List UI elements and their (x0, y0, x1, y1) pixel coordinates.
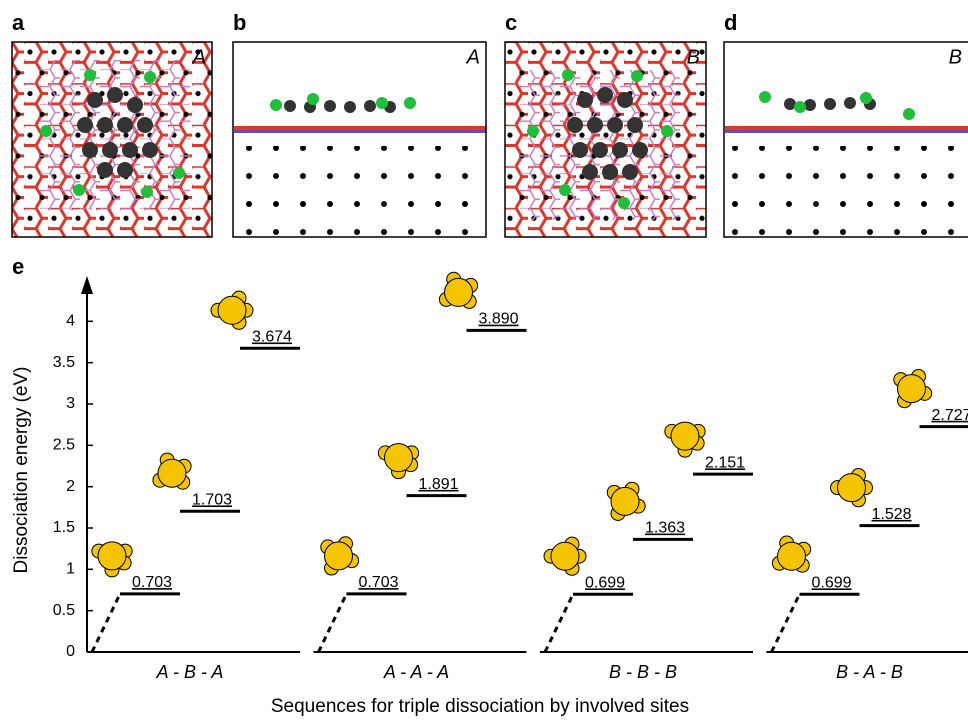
molecule-icon (153, 453, 191, 489)
value-label: 0.699 (812, 574, 852, 591)
molecule-core (98, 542, 126, 570)
molecule-core (671, 422, 699, 450)
molecule-core (385, 444, 413, 472)
y-axis-arrow (81, 276, 93, 294)
molecule-core (325, 542, 353, 570)
dashed-connector (319, 594, 347, 652)
site-label: B (949, 46, 962, 68)
side-view-image (725, 91, 968, 236)
y-tick-label: 4 (66, 313, 75, 330)
dashed-connector (92, 594, 120, 652)
molecule-core (218, 296, 246, 324)
y-tick-label: 2 (66, 478, 75, 495)
panel-a: a A (12, 10, 212, 237)
value-label: 1.528 (872, 506, 912, 523)
y-tick-label: 1 (66, 561, 75, 578)
site-label: B (687, 46, 700, 68)
side-view-image (234, 93, 486, 236)
y-tick-label: 2.5 (53, 437, 75, 454)
molecule-core (611, 487, 639, 515)
molecule-icon (211, 291, 253, 329)
dashed-connector (772, 594, 800, 652)
y-tick-label: 0 (66, 643, 75, 660)
panel-b: b A (233, 10, 486, 237)
site-label: A (466, 46, 480, 68)
value-label: 0.703 (359, 574, 399, 591)
value-label: 3.674 (252, 329, 292, 346)
top-view-image (505, 42, 706, 237)
molecule-icon (894, 369, 932, 407)
molecule-icon (92, 542, 132, 577)
molecule-icon (544, 537, 586, 575)
x-axis-label: Sequences for triple dissociation by inv… (271, 696, 689, 717)
y-tick-label: 0.5 (53, 602, 75, 619)
value-label: 0.699 (585, 574, 625, 591)
panel-letter: a (12, 10, 25, 35)
top-view-image (12, 42, 212, 237)
y-tick-label: 3.5 (53, 354, 75, 371)
dashed-connector (545, 594, 573, 652)
molecule-icon (321, 537, 359, 575)
molecule-icon (831, 469, 873, 507)
panel-c: c B (505, 10, 706, 237)
molecule-icon (378, 444, 418, 479)
value-label: 2.151 (705, 454, 745, 471)
panel-letter: e (12, 254, 24, 279)
value-label: 3.890 (479, 311, 519, 328)
y-axis-label: Dissociation energy (eV) (11, 367, 32, 574)
x-tick-label: B - A - B (836, 662, 903, 682)
figure: a A b (0, 0, 968, 721)
site-label: A (192, 46, 206, 68)
molecule-icon (772, 536, 810, 572)
molecule-icon (607, 482, 645, 520)
value-label: 0.703 (132, 574, 172, 591)
x-tick-label: B - B - B (609, 662, 677, 682)
y-tick-label: 1.5 (53, 519, 75, 536)
panel-letter: b (233, 10, 246, 35)
panel-letter: c (505, 10, 517, 35)
x-tick-label: A - A - A (383, 662, 449, 682)
panel-d: d B (724, 10, 968, 237)
value-label: 1.891 (419, 476, 459, 493)
value-label: 2.727 (932, 407, 968, 424)
y-tick-label: 3 (66, 395, 75, 412)
molecule-core (445, 278, 473, 306)
molecule-icon (439, 272, 477, 308)
molecule-core (778, 542, 806, 570)
molecule-icon (665, 422, 705, 457)
value-label: 1.363 (645, 520, 685, 537)
molecule-core (158, 459, 186, 487)
molecule-core (551, 542, 579, 570)
panel-letter: d (724, 10, 737, 35)
molecule-core (838, 474, 866, 502)
x-tick-label: A - B - A (156, 662, 224, 682)
value-label: 1.703 (192, 491, 232, 508)
molecule-core (898, 375, 926, 403)
